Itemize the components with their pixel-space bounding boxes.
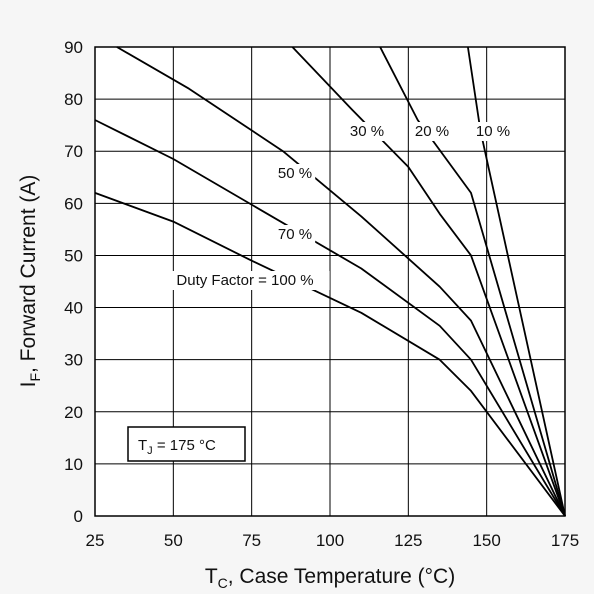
x-axis-title-sub: C [218, 575, 228, 591]
x-tick-label: 50 [164, 531, 183, 550]
series-line [379, 46, 566, 517]
y-tick-label: 90 [64, 38, 83, 57]
tj-annotation: TJ = 175 °C [127, 426, 246, 462]
series-label-bg [411, 122, 453, 141]
y-tick-label: 40 [64, 299, 83, 318]
series-label: 70 % [278, 226, 312, 243]
plot-frame [94, 46, 566, 517]
series-line [116, 46, 566, 517]
y-tick-label: 50 [64, 246, 83, 265]
x-axis-title-rest: , Case Temperature (°C) [228, 565, 455, 588]
tj-annotation-main: T [138, 437, 147, 454]
x-tick-label: 75 [242, 531, 261, 550]
series-label: 20 % [415, 123, 449, 140]
x-tick-label: 150 [472, 531, 500, 550]
y-tick-label: 80 [64, 90, 83, 109]
x-axis-title: TC, Case Temperature (°C) [205, 565, 455, 591]
tj-annotation-box [127, 426, 246, 462]
y-axis-title-rest: , Forward Current (A) [17, 175, 40, 373]
series-label: 10 % [476, 123, 510, 140]
tick-labels: 25 50 75 100 125 150 175 0 10 20 30 40 50 60 70 80 90 [64, 38, 579, 550]
x-tick-label: 25 [86, 531, 105, 550]
tj-annotation-rest: = 175 °C [153, 437, 216, 454]
y-tick-label: 70 [64, 142, 83, 161]
x-axis-title-main: T [205, 565, 218, 588]
series-label-bg [160, 271, 330, 290]
y-axis-title-sub: F [27, 373, 43, 382]
x-tick-label: 175 [551, 531, 579, 550]
series-line [291, 46, 566, 517]
x-tick-label: 125 [394, 531, 422, 550]
y-tick-label: 60 [64, 194, 83, 213]
series-label-bg [274, 225, 316, 244]
series-labels: Duty Factor = 100 % 70 % 50 % 30 % 20 % 10 % [160, 122, 514, 290]
y-tick-label: 20 [64, 403, 83, 422]
series-line [94, 192, 566, 517]
series-label: 50 % [278, 165, 312, 182]
series-label-bg [346, 122, 388, 141]
series-label: 30 % [350, 123, 384, 140]
tj-annotation-sub: J [147, 445, 153, 457]
series-line [94, 119, 566, 517]
series-label-bg [274, 164, 316, 183]
y-axis-title: IF, Forward Current (A) [17, 175, 43, 388]
x-tick-label: 100 [316, 531, 344, 550]
y-axis-title-main: I [17, 382, 40, 388]
y-tick-label: 30 [64, 351, 83, 370]
y-tick-label: 10 [64, 455, 83, 474]
y-tick-label: 0 [74, 507, 83, 526]
tj-annotation-text: TJ = 175 °C [138, 437, 216, 457]
series-label-bg [472, 122, 514, 141]
series-label: Duty Factor = 100 % [176, 272, 313, 289]
